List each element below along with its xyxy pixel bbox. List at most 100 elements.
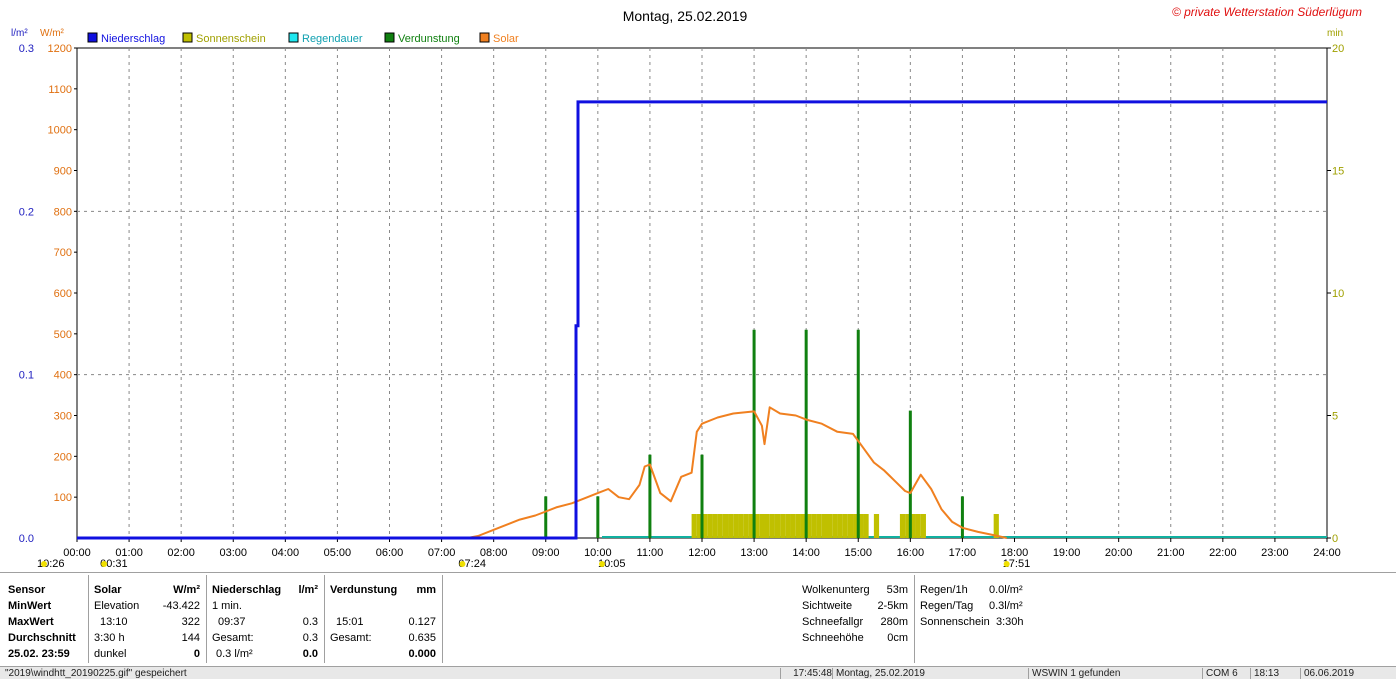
time-marker-dot — [459, 561, 466, 567]
min-tick-label: 20 — [1332, 43, 1344, 55]
sunshine-bar — [910, 514, 916, 538]
maxwert-label: MaxWert — [8, 616, 54, 628]
sunshine-bar — [920, 514, 926, 538]
sunshine-bar — [873, 514, 880, 538]
solar-axis-unit: W/m² — [40, 28, 65, 39]
panel-divider — [442, 575, 443, 663]
x-tick-label: 24:00 — [1313, 547, 1341, 559]
nieder-r2-value: 0.3 — [302, 616, 318, 628]
x-tick-label: 20:00 — [1105, 547, 1133, 559]
x-tick-label: 13:00 — [740, 547, 768, 559]
mm-tick-label: 0.1 — [19, 370, 34, 382]
x-tick-label: 09:00 — [532, 547, 560, 559]
sunshine-bar — [769, 514, 775, 538]
solar-tick-label: 700 — [54, 247, 72, 259]
nieder-unit: l/m² — [298, 584, 318, 596]
sunshine-bar — [800, 514, 807, 538]
legend-label: Solar — [493, 33, 519, 45]
sunshine-bar — [837, 514, 843, 538]
status-bar: "2019\windhtt_20190225.gif" gespeichert … — [0, 666, 1396, 679]
evaporation-bar — [856, 329, 860, 538]
minwert-label: MinWert — [8, 600, 52, 612]
nieder-r1-label: 1 min. — [212, 600, 242, 612]
rain-day-value: 0.3l/m² — [989, 600, 1023, 612]
rain-1h-label: Regen/1h — [920, 584, 968, 596]
sunshine-bar — [858, 514, 864, 538]
status-file: "2019\windhtt_20190225.gif" gespeichert — [5, 668, 187, 679]
solar-tick-label: 500 — [54, 329, 72, 341]
sunshine-value: 3:30h — [996, 616, 1024, 628]
solar-r3-value: 144 — [181, 632, 200, 644]
mm-tick-label: 0.3 — [19, 43, 34, 55]
evaporation-bar — [960, 496, 964, 538]
time-marker-label: 07:24 — [458, 558, 486, 570]
cloud-base-value: 53m — [886, 584, 908, 596]
sunshine-bar — [821, 514, 827, 538]
verdunst-r2-label: 15:01 — [336, 616, 364, 628]
solar-r3-label: 3:30 h — [94, 632, 125, 644]
sunshine-bar — [754, 514, 760, 538]
sunshine-bar — [842, 514, 848, 538]
evaporation-bar — [544, 496, 548, 538]
sunshine-bar — [832, 514, 838, 538]
panel-divider — [324, 575, 325, 663]
nieder-r3-label: Gesamt: — [212, 632, 254, 644]
x-tick-label: 15:00 — [844, 547, 872, 559]
legend-swatch — [182, 32, 193, 43]
solar-unit: W/m² — [173, 584, 200, 596]
sunshine-bar — [702, 514, 708, 538]
sunshine-bar — [691, 514, 697, 538]
sunshine-bar — [853, 514, 859, 538]
weather-chart: Montag, 25.02.2019 © private Wetterstatio… — [11, 5, 1362, 570]
sunshine-bar — [759, 514, 765, 538]
x-tick-label: 08:00 — [480, 547, 508, 559]
verdunst-r3-value: 0.635 — [408, 632, 436, 644]
sensor-header: Sensor — [8, 584, 46, 596]
sunshine-bar — [905, 514, 911, 538]
x-tick-label: 02:00 — [167, 547, 195, 559]
sunshine-bar — [707, 514, 713, 538]
snowline-label: Schneefallgr — [802, 616, 864, 628]
evaporation-bar — [804, 329, 808, 538]
x-tick-label: 11:00 — [637, 547, 664, 559]
legend-label: Niederschlag — [101, 33, 165, 45]
x-tick-label: 05:00 — [324, 547, 352, 559]
solar-tick-label: 100 — [54, 492, 72, 504]
legend-swatch — [479, 32, 490, 43]
solar-header: Solar — [94, 584, 122, 596]
sunshine-bar — [764, 514, 770, 538]
sunshine-bar — [827, 514, 833, 538]
nieder-r2-label: 09:37 — [218, 616, 246, 628]
snow-depth-label: Schneehöhe — [802, 632, 864, 644]
status-date: Montag, 25.02.2019 — [832, 668, 1026, 679]
sunshine-bar — [748, 514, 755, 538]
visibility-value: 2-5km — [877, 600, 908, 612]
x-tick-label: 17:00 — [949, 547, 977, 559]
legend-label: Verdunstung — [398, 33, 460, 45]
verdunst-header: Verdunstung — [330, 584, 398, 596]
x-tick-label: 06:00 — [376, 547, 404, 559]
solar-r1-label: Elevation — [94, 600, 140, 612]
solar-tick-label: 1200 — [48, 43, 72, 55]
status-time: 17:45:48 — [780, 668, 832, 679]
status-port: COM 6 — [1202, 668, 1250, 679]
solar-r2-value: 322 — [181, 616, 200, 628]
sunshine-bar — [915, 514, 921, 538]
status-device: WSWIN 1 gefunden — [1028, 668, 1202, 679]
sunshine-bar — [993, 514, 999, 538]
panel-divider — [206, 575, 207, 663]
sunshine-bar — [712, 514, 718, 538]
sunshine-bar — [717, 514, 723, 538]
sunshine-bar — [780, 514, 786, 538]
verdunst-r4-value: 0.000 — [408, 648, 436, 660]
min-tick-label: 15 — [1332, 166, 1344, 178]
solar-line — [467, 406, 1007, 539]
x-tick-label: 01:00 — [115, 547, 143, 559]
time-marker-label: 10:26 — [37, 558, 65, 570]
copyright-text: © private Wetterstation Süderlügum — [1172, 5, 1362, 19]
info-panel: Sensor MinWert MaxWert Durchschnitt 25.0… — [0, 572, 1396, 665]
x-tick-label: 16:00 — [897, 547, 925, 559]
x-tick-label: 18:00 — [1001, 547, 1029, 559]
evaporation-bar — [908, 410, 912, 538]
time-marker-dot — [599, 561, 605, 567]
